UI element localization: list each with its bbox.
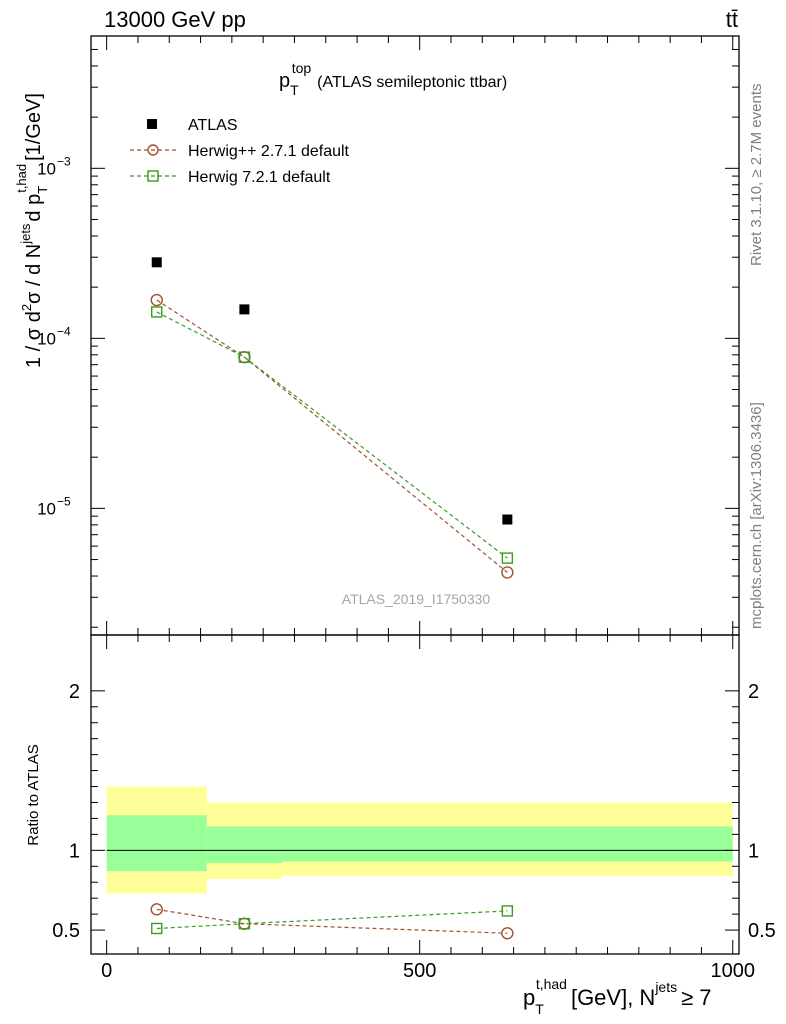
ratio-y-tick-label-right: 1 [748, 840, 759, 862]
main-line-herwigpp [156, 299, 508, 573]
side-label-rivet: Rivet 3.1.10, ≥ 2.7M events [748, 84, 765, 267]
legend-marker-herwigpp [147, 144, 159, 156]
ratio-y-tick-label-right: 0.5 [748, 920, 776, 942]
main-point-herwigpp [150, 293, 163, 307]
header-left: 13000 GeV pp [104, 7, 246, 32]
ratio-frame [90, 634, 740, 955]
ratio-band-inner [281, 826, 733, 862]
main-y-tick-exponent: −5 [57, 494, 71, 508]
main-point-atlas [151, 257, 162, 268]
ratio-point-herwig7 [238, 917, 251, 930]
main-point-herwig7 [501, 552, 514, 564]
main-point-herwig7 [238, 351, 251, 363]
ratio-line-herwigpp [156, 908, 508, 934]
legend: ATLAS Herwig++ 2.7.1 default Herwig 7.2.… [130, 117, 350, 186]
main-y-tick-label: 10 [37, 329, 56, 348]
ratio-point-herwig7 [151, 922, 163, 935]
analysis-watermark: ATLAS_2019_I1750330 [342, 591, 491, 607]
header-right: tt̄ [726, 7, 738, 32]
main-y-tick-exponent: −4 [57, 324, 71, 338]
ratio-line-herwig7 [156, 910, 508, 930]
ratio-x-tick-label: 0 [101, 960, 112, 982]
ratio-x-tick-label: 1000 [710, 960, 755, 982]
main-ylabel: 1 / σ d2σ / d Njetsd pTt,had[1/GeV] [14, 93, 50, 368]
main-point-atlas [239, 304, 250, 315]
ratio-panel: 0.5 0.5 1 1 2 2 0 500 1000 Ratio to ATLAS pTt,ha… [25, 634, 776, 1017]
ratio-series [150, 903, 514, 940]
ratio-y-tick-label-left: 2 [69, 681, 80, 703]
legend-label-herwigpp: Herwig++ 2.7.1 default [188, 143, 350, 160]
ratio-band-inner [206, 826, 282, 864]
legend-label-atlas: ATLAS [188, 117, 238, 134]
ratio-band-inner [106, 815, 207, 872]
main-point-atlas [502, 514, 513, 525]
main-panel: 10−510−410−3 pTtop(ATLAS semileptonic tt… [14, 35, 740, 636]
main-line-herwig7 [156, 311, 508, 559]
main-title: pTtop(ATLAS semileptonic ttbar) [279, 60, 507, 98]
ratio-xlabel: pTt,had[GeV], Njets ≥ 7 [523, 976, 712, 1017]
main-y-tick-label: 10 [37, 159, 56, 178]
legend-marker-herwig7 [147, 170, 159, 182]
ratio-grid: 0.5 0.5 1 1 2 2 0 500 1000 [52, 635, 776, 982]
ratio-y-tick-label-right: 2 [748, 681, 759, 703]
main-grid: 10−510−410−3 [37, 35, 739, 635]
legend-label-herwig7: Herwig 7.2.1 default [188, 169, 331, 186]
main-series [150, 257, 514, 579]
ratio-x-tick-label: 500 [403, 960, 436, 982]
ratio-point-herwigpp [501, 927, 514, 940]
ratio-point-herwigpp [150, 903, 163, 916]
main-point-herwig7 [151, 306, 163, 318]
ratio-bands [106, 786, 733, 894]
ratio-ylabel: Ratio to ATLAS [25, 744, 42, 845]
ratio-y-tick-label-left: 0.5 [52, 920, 80, 942]
main-y-tick-exponent: −3 [57, 154, 71, 168]
ratio-y-tick-label-left: 1 [69, 840, 80, 862]
legend-marker-atlas [147, 119, 157, 129]
side-label-mcplots: mcplots.cern.ch [arXiv:1306.3436] [748, 402, 765, 629]
ratio-point-herwig7 [501, 905, 514, 917]
main-y-tick-label: 10 [37, 499, 56, 518]
main-point-herwigpp [501, 566, 514, 579]
